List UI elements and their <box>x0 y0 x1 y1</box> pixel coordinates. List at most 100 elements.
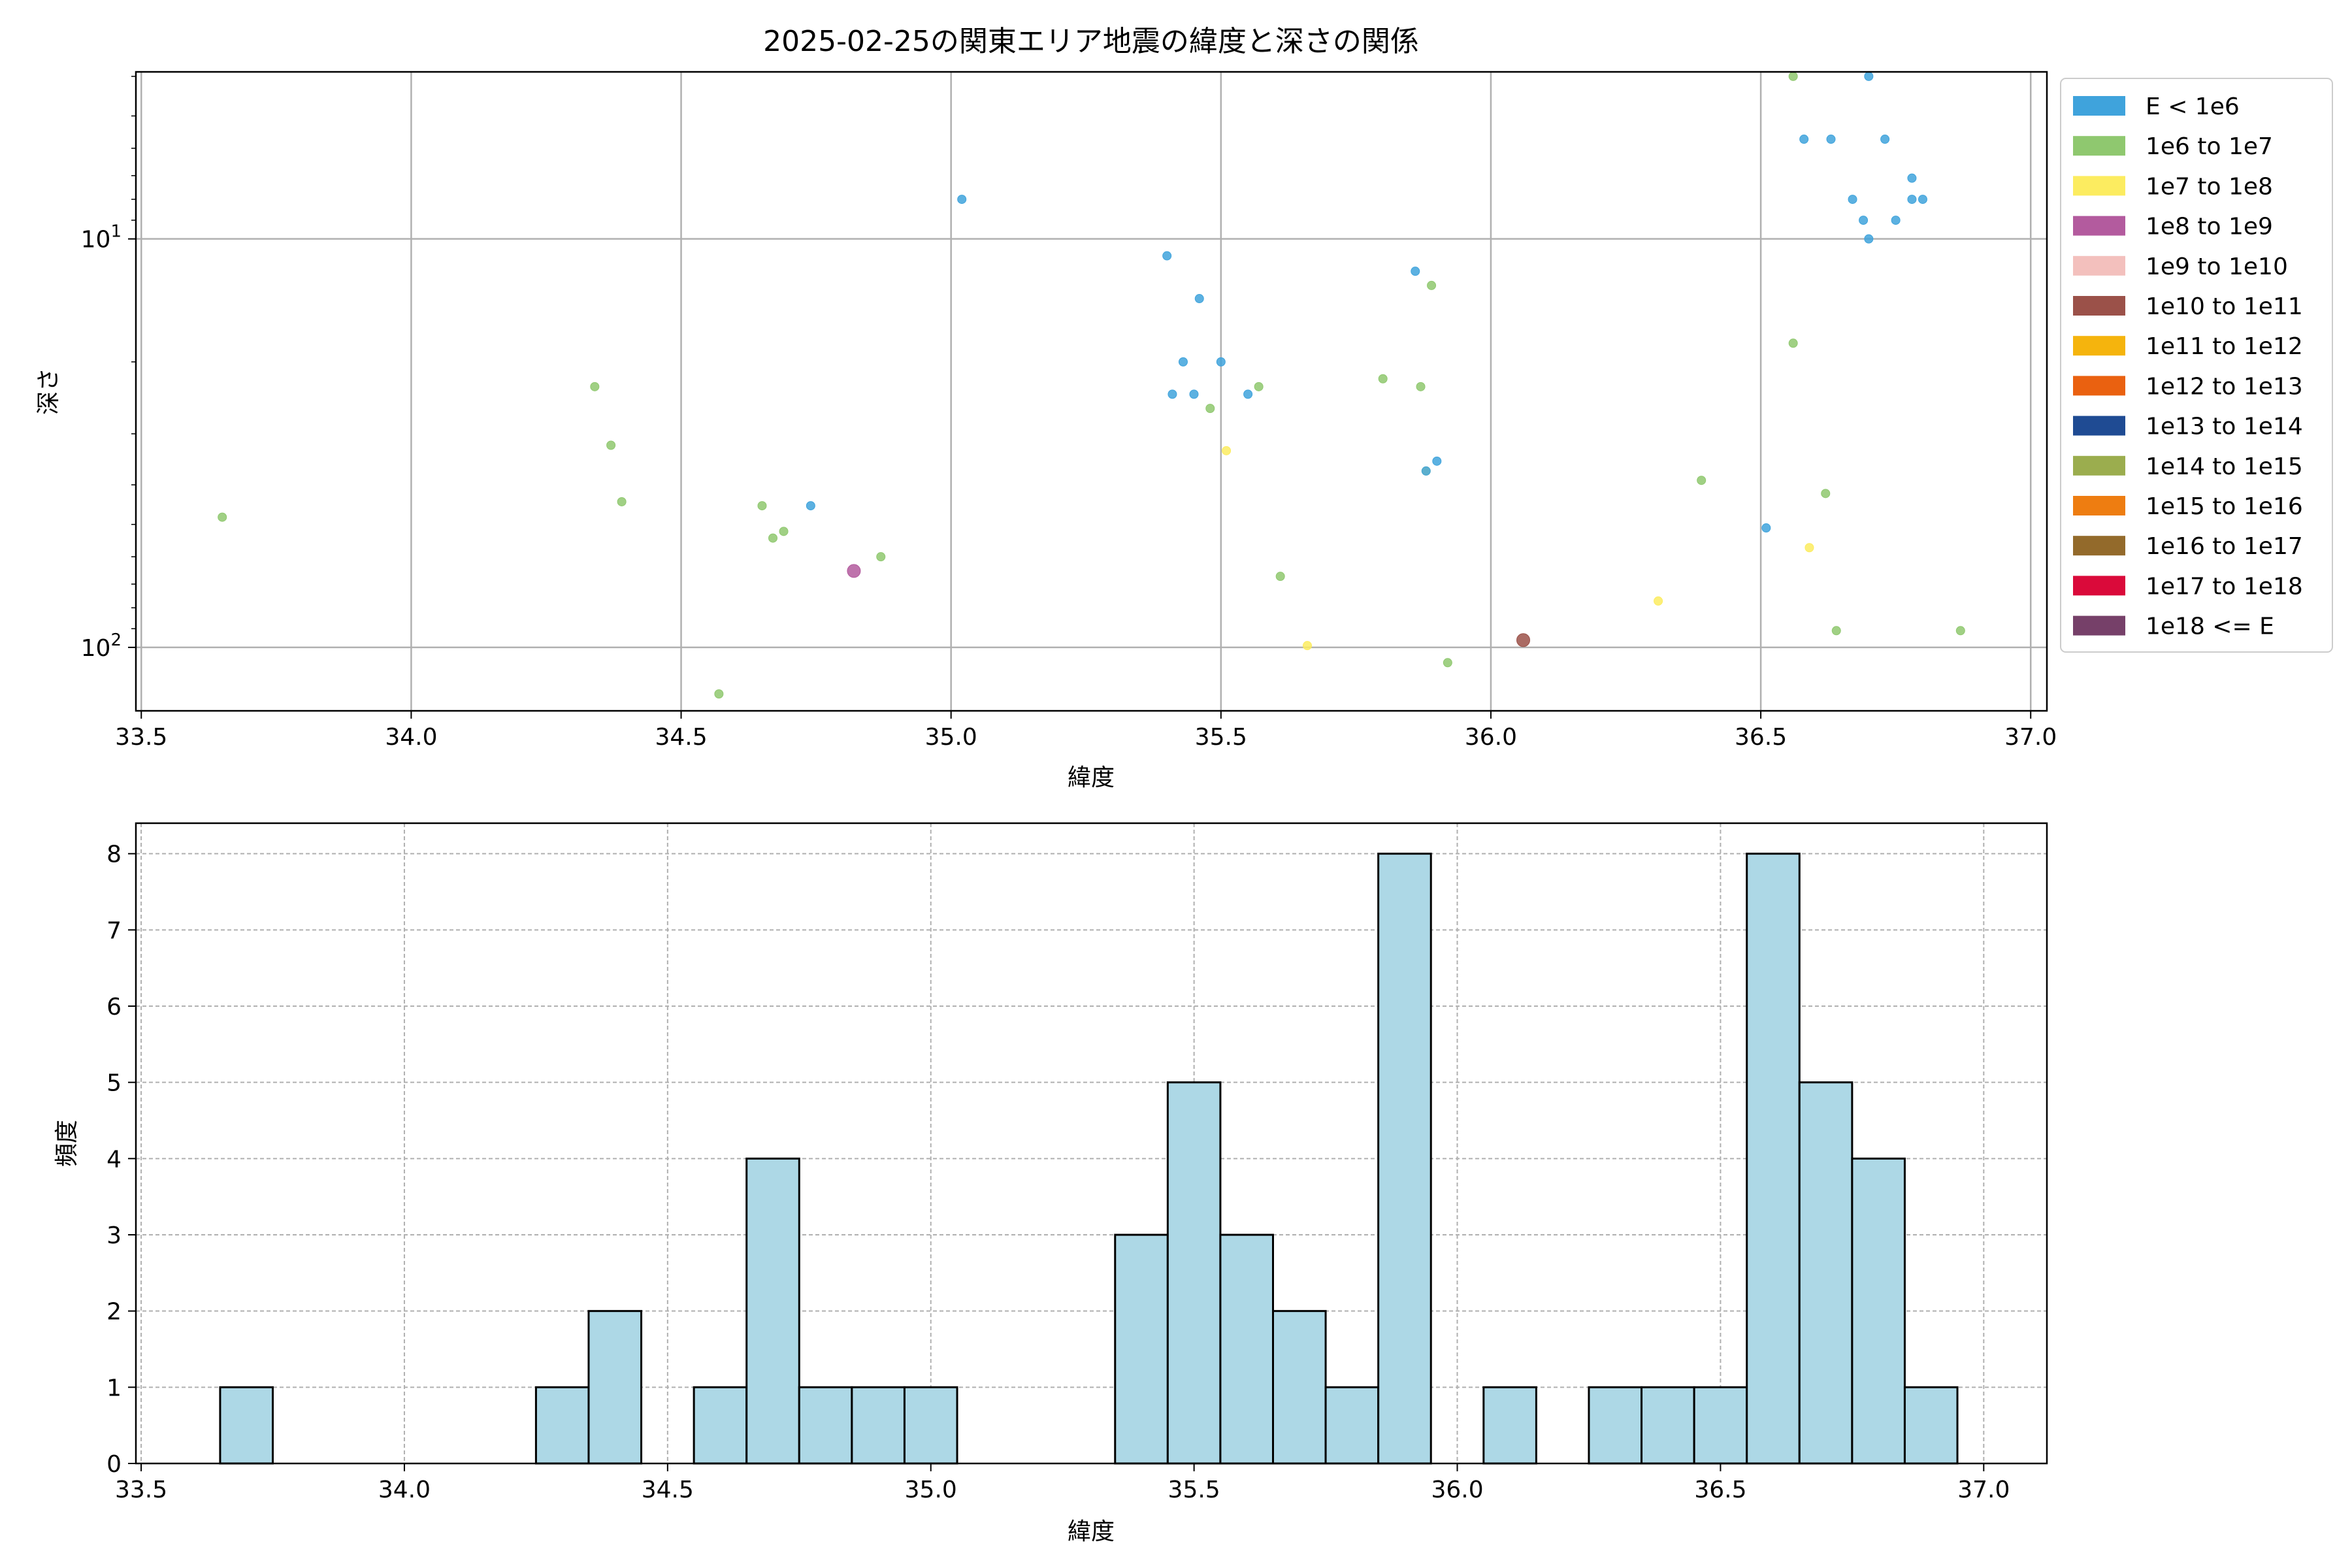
scatter-point <box>1761 523 1771 533</box>
scatter-point <box>1303 641 1313 651</box>
scatter-point <box>1799 135 1809 144</box>
histogram-bar <box>1903 1386 1959 1465</box>
legend-label: 1e16 to 1e17 <box>2146 533 2303 560</box>
scatter-point <box>1275 572 1285 581</box>
histogram-bar <box>587 1310 643 1465</box>
legend-label: 1e9 to 1e10 <box>2146 253 2288 280</box>
scatter-point <box>606 440 616 450</box>
scatter-y-tick-label: 102 <box>81 630 122 662</box>
scatter-x-tick-label: 36.5 <box>1735 724 1787 751</box>
scatter-point <box>1416 382 1426 391</box>
histogram-bar <box>1798 1081 1854 1465</box>
legend-swatch <box>2073 336 2125 356</box>
scatter-point <box>1805 543 1814 553</box>
scatter-point <box>1848 195 1857 204</box>
legend-label: 1e7 to 1e8 <box>2146 173 2273 200</box>
histogram-bar <box>1588 1386 1643 1465</box>
histogram-bar <box>1746 853 1801 1465</box>
histogram-bar <box>1851 1157 1906 1465</box>
legend-swatch <box>2073 615 2125 636</box>
histogram-bar <box>1693 1386 1748 1465</box>
histogram-bar <box>903 1386 958 1465</box>
histogram-bar <box>1219 1233 1274 1465</box>
histogram-y-tick-label: 1 <box>106 1375 122 1401</box>
scatter-point <box>590 382 600 391</box>
histogram-bar <box>693 1386 748 1465</box>
legend-swatch <box>2073 296 2125 316</box>
scatter-point <box>1955 626 1965 636</box>
scatter-point <box>1205 404 1215 414</box>
scatter-point <box>1432 456 1442 466</box>
legend-label: 1e11 to 1e12 <box>2146 333 2303 360</box>
legend-swatch <box>2073 216 2125 236</box>
scatter-point <box>1222 446 1232 455</box>
histogram-y-tick-label: 5 <box>106 1070 122 1097</box>
legend-swatch <box>2073 416 2125 436</box>
scatter-point <box>1216 357 1226 367</box>
histogram-x-tick-label: 37.0 <box>1957 1477 2010 1503</box>
histogram-x-tick-label: 34.5 <box>642 1477 694 1503</box>
scatter-x-tick-label: 35.5 <box>1195 724 1247 751</box>
legend-label: 1e17 to 1e18 <box>2146 573 2303 600</box>
histogram-x-tick-label: 35.5 <box>1168 1477 1220 1503</box>
histogram-y-ticks: 0 1 2 3 4 5 6 7 8 <box>106 841 136 1478</box>
histogram-x-tick-label: 36.5 <box>1694 1477 1746 1503</box>
histogram-bars <box>219 853 1959 1465</box>
legend-swatch <box>2073 376 2125 396</box>
scatter-x-tick-label: 36.0 <box>1465 724 1517 751</box>
scatter-y-tick-label: 101 <box>81 222 122 253</box>
scatter-point <box>1864 234 1874 244</box>
scatter-point <box>768 533 777 543</box>
legend: E < 1e6 1e6 to 1e7 1e7 to 1e8 1e8 to 1e9 1e9… <box>2060 78 2333 653</box>
scatter-grid <box>136 72 2047 711</box>
legend-label: 1e14 to 1e15 <box>2146 453 2303 480</box>
legend-swatch <box>2073 536 2125 556</box>
legend-frame <box>2060 78 2333 653</box>
scatter-point <box>1178 357 1188 367</box>
scatter-point <box>1697 476 1707 485</box>
scatter-point <box>1821 489 1831 498</box>
histogram-y-tick-label: 6 <box>106 994 122 1021</box>
scatter-point <box>1788 71 1798 81</box>
histogram-bar <box>1482 1386 1537 1465</box>
scatter-x-ticks: 33.5 34.0 34.5 35.0 35.5 36.0 36.5 37.0 <box>115 711 2057 751</box>
histogram-y-tick-label: 0 <box>106 1451 122 1478</box>
scatter-plot-frame <box>135 71 2048 712</box>
scatter-point <box>1443 658 1452 668</box>
histogram-bar <box>1641 1386 1695 1465</box>
histogram-y-tick-label: 2 <box>106 1299 122 1326</box>
scatter-point <box>1427 280 1437 290</box>
scatter-point <box>1243 389 1253 399</box>
histogram-x-tick-label: 33.5 <box>115 1477 167 1503</box>
scatter-point <box>1421 466 1431 476</box>
histogram-bar <box>851 1386 906 1465</box>
histogram-bar <box>1324 1386 1380 1465</box>
scatter-point <box>1859 216 1869 225</box>
scatter-x-axis-label: 緯度 <box>1068 764 1115 791</box>
legend-swatch <box>2073 96 2125 116</box>
legend-label: E < 1e6 <box>2146 93 2240 120</box>
scatter-point <box>1189 389 1199 399</box>
histogram-y-axis-label: 頻度 <box>54 1120 80 1167</box>
legend-label: 1e6 to 1e7 <box>2146 133 2273 160</box>
scatter-x-tick-label: 37.0 <box>2004 724 2057 751</box>
histogram-bar <box>1114 1233 1169 1465</box>
histogram-x-tick-label: 36.0 <box>1431 1477 1483 1503</box>
legend-swatch <box>2073 496 2125 515</box>
scatter-point <box>1194 294 1204 304</box>
scatter-point <box>1891 216 1901 225</box>
scatter-point <box>1411 267 1420 276</box>
chart-title: 2025-02-25の関東エリア地震の緯度と深さの関係 <box>763 25 1419 58</box>
legend-swatch <box>2073 176 2125 196</box>
scatter-point <box>806 501 815 511</box>
histogram-bar <box>798 1386 853 1465</box>
legend-swatch <box>2073 255 2125 276</box>
scatter-point <box>1254 382 1264 391</box>
histogram-bar <box>219 1386 274 1465</box>
histogram-bar <box>1271 1310 1327 1465</box>
legend-label: 1e10 to 1e11 <box>2146 293 2303 320</box>
scatter-point <box>1831 626 1841 636</box>
legend-label: 1e13 to 1e14 <box>2146 414 2303 440</box>
legend-label: 1e8 to 1e9 <box>2146 214 2273 240</box>
